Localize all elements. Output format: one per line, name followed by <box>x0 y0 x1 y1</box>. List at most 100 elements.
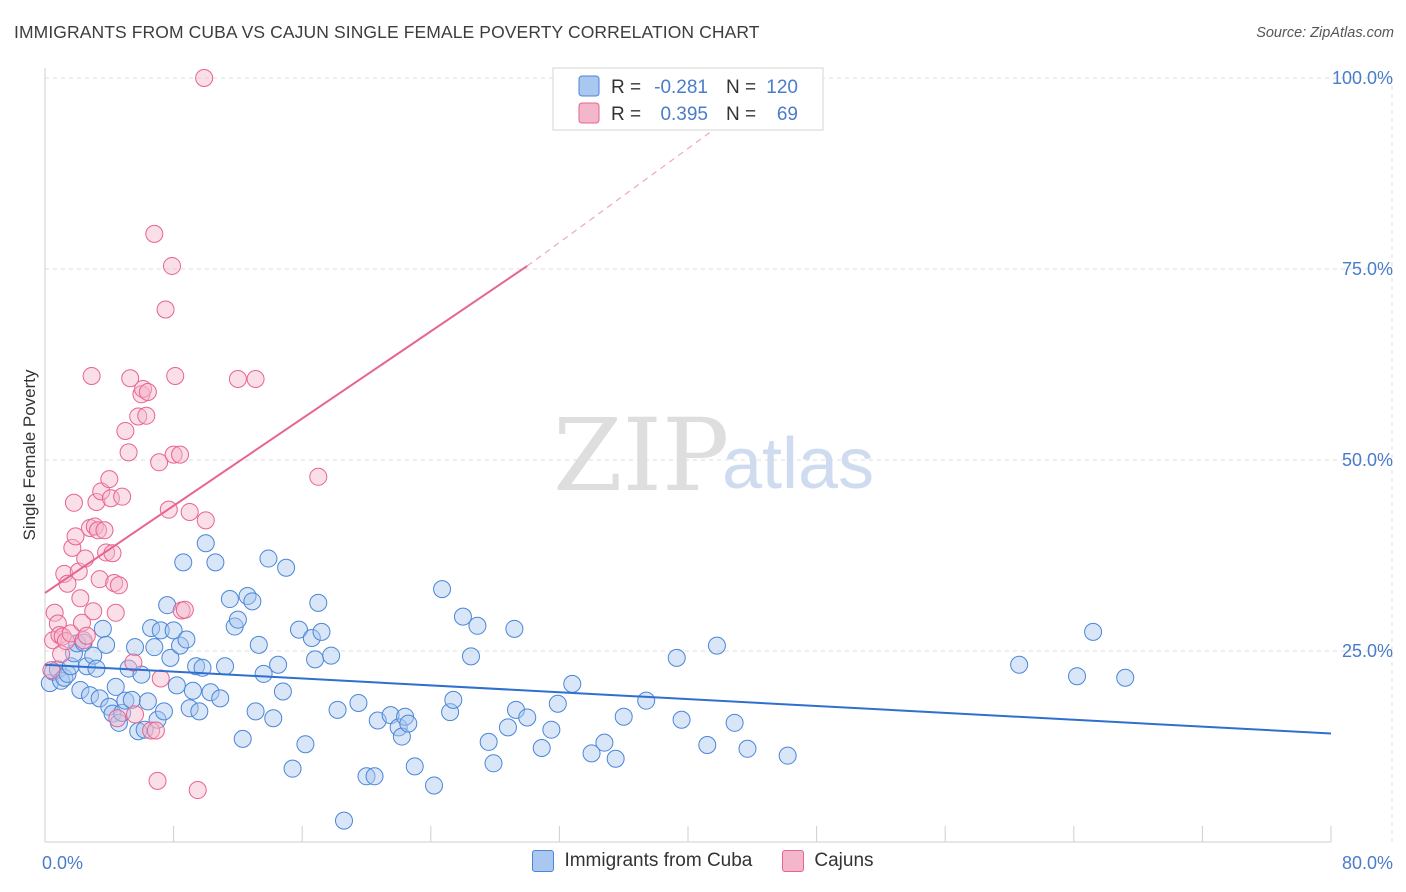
cuba-point-45 <box>187 657 206 676</box>
cuba-point-86 <box>405 757 424 776</box>
axes <box>44 68 1332 843</box>
cuba-point-55 <box>228 610 247 629</box>
cuba-point-48 <box>196 534 215 553</box>
cuba-point-58 <box>243 592 262 611</box>
cuba-point-56 <box>233 729 252 748</box>
cuba-point-65 <box>273 682 292 701</box>
cuba-point-104 <box>582 744 601 763</box>
cajun-point-45 <box>134 379 153 398</box>
cajun-point-62 <box>180 502 199 521</box>
cajun-point-63 <box>188 781 207 800</box>
cajun-point-30 <box>100 470 119 489</box>
cuba-trend-line <box>44 663 1332 735</box>
cajun-point-24 <box>87 493 106 512</box>
cuba-point-83 <box>392 727 411 746</box>
cuba-point-30 <box>138 692 157 711</box>
legend-n-value-2: 69 <box>777 104 798 125</box>
cajun-point-12 <box>64 493 83 512</box>
x-tick-label-max: 80.0% <box>1342 853 1393 873</box>
cuba-point-111 <box>698 735 717 754</box>
cajun-point-50 <box>146 721 165 740</box>
legend-n-label-1: N = <box>726 77 756 98</box>
cajun-point-68 <box>309 467 328 486</box>
cuba-point-49 <box>201 683 220 702</box>
cajun-point-53 <box>151 669 170 688</box>
cajun-point-65 <box>196 511 215 530</box>
top-legend: R = -0.281 N = 120 R = 0.395 N = 69 <box>552 67 824 131</box>
cuba-point-77 <box>349 693 368 712</box>
cuba-point-37 <box>161 648 180 667</box>
cajun-point-51 <box>148 771 167 790</box>
legend-swatch-cuba <box>578 75 600 97</box>
cuba-point-42 <box>177 630 196 649</box>
cuba-point-32 <box>145 638 164 657</box>
cuba-point-110 <box>672 710 691 729</box>
cajun-point-2 <box>45 603 64 622</box>
cuba-point-88 <box>433 580 452 599</box>
legend-item-cajun[interactable]: Cajuns <box>782 850 874 872</box>
cajun-point-25 <box>89 521 108 540</box>
cuba-point-35 <box>154 702 173 721</box>
cuba-point-62 <box>259 549 278 568</box>
y-axis-label: Single Female Poverty <box>20 369 39 541</box>
cuba-point-75 <box>328 700 347 719</box>
cuba-point-20 <box>106 677 125 696</box>
legend-swatch-cajun-bottom <box>782 850 805 872</box>
source-label: Source: ZipAtlas.com <box>1256 25 1394 41</box>
cuba-point-61 <box>254 664 273 683</box>
x-tick-label-min: 0.0% <box>42 853 83 873</box>
cuba-point-74 <box>322 646 341 665</box>
watermark-atlas: atlas <box>722 424 874 504</box>
cajun-point-33 <box>105 574 124 593</box>
cajun-point-56 <box>162 256 181 275</box>
cuba-point-25 <box>122 690 141 709</box>
y-tick-label-100: 100.0% <box>1332 68 1393 88</box>
cajun-point-61 <box>175 600 194 619</box>
cuba-point-63 <box>264 709 283 728</box>
cuba-point-50 <box>206 553 225 572</box>
cajun-point-35 <box>108 709 127 728</box>
watermark: ZIP atlas <box>553 397 874 514</box>
cuba-point-108 <box>637 691 656 710</box>
cuba-point-60 <box>249 635 268 654</box>
tick-labels: 25.0% 50.0% 75.0% 100.0% 0.0% 80.0% <box>42 68 1393 873</box>
cajun-point-34 <box>106 603 125 622</box>
series-cajun-points <box>42 69 328 800</box>
cuba-point-69 <box>296 735 315 754</box>
cajun-point-54 <box>156 300 175 319</box>
legend-label-cajun: Cajuns <box>814 850 874 871</box>
cuba-point-119 <box>1116 668 1135 687</box>
cuba-point-66 <box>277 558 296 577</box>
watermark-zip: ZIP <box>553 397 729 514</box>
cajun-point-49 <box>145 224 164 243</box>
cajun-point-11 <box>63 538 82 557</box>
cuba-point-23 <box>116 691 135 710</box>
cuba-point-101 <box>542 720 561 739</box>
cuba-point-46 <box>190 702 209 721</box>
cuba-point-73 <box>312 622 331 641</box>
cuba-point-44 <box>183 681 202 700</box>
cuba-point-107 <box>614 707 633 726</box>
cuba-point-53 <box>220 590 239 609</box>
cuba-point-39 <box>167 676 186 695</box>
cuba-point-117 <box>1068 667 1087 686</box>
cuba-point-85 <box>399 714 418 733</box>
cuba-point-94 <box>479 732 498 751</box>
cajun-point-52 <box>150 453 169 472</box>
cajun-point-46 <box>137 406 156 425</box>
cajun-trend-line <box>44 265 528 594</box>
cajun-point-15 <box>71 589 90 608</box>
cuba-point-41 <box>174 553 193 572</box>
cuba-point-114 <box>738 739 757 758</box>
cajun-point-67 <box>246 370 265 389</box>
cajun-point-13 <box>66 527 85 546</box>
legend-n-label-2: N = <box>726 104 756 125</box>
legend-item-cuba[interactable]: Immigrants from Cuba <box>532 850 752 872</box>
legend-swatch-cuba-bottom <box>532 850 555 872</box>
cuba-point-91 <box>453 607 472 626</box>
cuba-point-116 <box>1010 655 1029 674</box>
chart-title: IMMIGRANTS FROM CUBA VS CAJUN SINGLE FEM… <box>14 22 760 42</box>
cajun-point-64 <box>195 69 214 87</box>
cuba-point-71 <box>306 650 325 669</box>
cajun-point-42 <box>126 705 145 724</box>
